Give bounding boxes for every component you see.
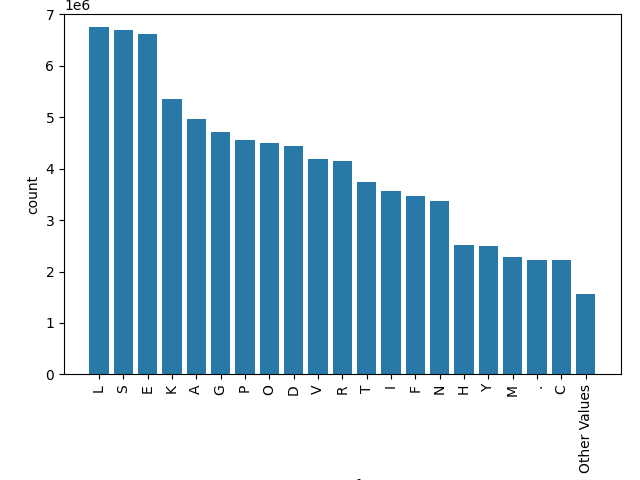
Bar [406, 196, 425, 374]
Bar [236, 140, 255, 374]
Bar [576, 294, 595, 374]
Bar [187, 119, 206, 374]
Bar [211, 132, 230, 374]
Y-axis label: count: count [26, 175, 40, 214]
Bar [503, 257, 522, 374]
Bar [163, 99, 182, 374]
Bar [333, 161, 352, 374]
Bar [381, 192, 401, 374]
Bar [552, 260, 571, 374]
Bar [138, 34, 157, 374]
Bar [430, 201, 449, 374]
Bar [114, 30, 133, 374]
Bar [90, 27, 109, 374]
Bar [308, 159, 328, 374]
Bar [284, 146, 303, 374]
Bar [527, 260, 547, 374]
X-axis label: aaref: aaref [324, 479, 360, 480]
Bar [454, 245, 474, 374]
Bar [260, 144, 279, 374]
Bar [479, 246, 498, 374]
Bar [357, 181, 376, 374]
